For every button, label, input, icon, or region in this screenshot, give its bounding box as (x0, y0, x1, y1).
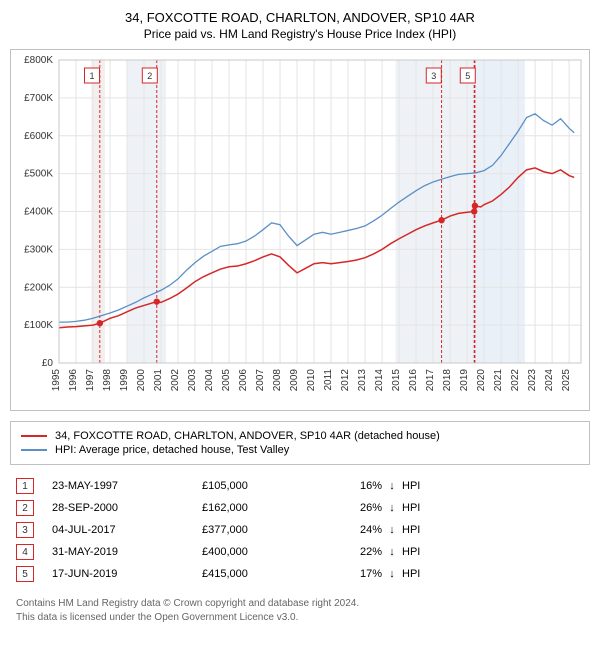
svg-text:£300K: £300K (24, 244, 53, 255)
transaction-pct: 16% (322, 480, 382, 492)
transaction-price: £415,000 (202, 568, 322, 580)
svg-text:2025: 2025 (561, 369, 572, 392)
transaction-hpi-label: HPI (402, 524, 442, 536)
svg-text:2014: 2014 (374, 369, 385, 392)
chart-title: 34, FOXCOTTE ROAD, CHARLTON, ANDOVER, SP… (10, 10, 590, 25)
transaction-date: 23-MAY-1997 (52, 480, 202, 492)
transaction-marker: 1 (16, 478, 34, 494)
svg-text:2010: 2010 (306, 369, 317, 392)
svg-text:2004: 2004 (204, 369, 215, 392)
transaction-marker: 5 (16, 566, 34, 582)
attribution-footer: Contains HM Land Registry data © Crown c… (10, 597, 590, 624)
transaction-hpi-label: HPI (402, 502, 442, 514)
svg-text:2002: 2002 (170, 369, 181, 392)
svg-text:2012: 2012 (340, 369, 351, 392)
transaction-date: 31-MAY-2019 (52, 546, 202, 558)
transaction-pct: 26% (322, 502, 382, 514)
legend-row: 34, FOXCOTTE ROAD, CHARLTON, ANDOVER, SP… (21, 430, 579, 442)
transaction-marker: 2 (16, 500, 34, 516)
svg-text:£0: £0 (42, 358, 54, 369)
chart-container: £0 £100K £200K £300K £400K £500K £600K £700K £80… (10, 49, 590, 411)
svg-text:1997: 1997 (85, 369, 96, 392)
svg-text:2009: 2009 (289, 369, 300, 392)
svg-text:£600K: £600K (24, 131, 53, 142)
transaction-date: 28-SEP-2000 (52, 502, 202, 514)
svg-text:2: 2 (147, 71, 152, 81)
transaction-pct: 17% (322, 568, 382, 580)
down-arrow-icon: ↓ (382, 480, 402, 492)
svg-text:2024: 2024 (544, 369, 555, 392)
svg-text:2011: 2011 (323, 369, 334, 391)
svg-text:2006: 2006 (238, 369, 249, 392)
chart-subtitle: Price paid vs. HM Land Registry's House … (10, 27, 590, 41)
down-arrow-icon: ↓ (382, 568, 402, 580)
footer-line-2: This data is licensed under the Open Gov… (16, 611, 590, 625)
svg-text:2008: 2008 (272, 369, 283, 392)
transactions-table: 123-MAY-1997£105,00016%↓HPI228-SEP-2000£… (10, 475, 590, 585)
transaction-marker: 3 (16, 522, 34, 538)
svg-text:£200K: £200K (24, 282, 53, 293)
down-arrow-icon: ↓ (382, 546, 402, 558)
svg-text:£800K: £800K (24, 55, 53, 66)
svg-text:1999: 1999 (119, 369, 130, 392)
svg-text:2000: 2000 (136, 369, 147, 392)
svg-text:£700K: £700K (24, 93, 53, 104)
transaction-hpi-label: HPI (402, 568, 442, 580)
transaction-price: £105,000 (202, 480, 322, 492)
transaction-pct: 22% (322, 546, 382, 558)
svg-text:2016: 2016 (408, 369, 419, 392)
transaction-row: 4 31-MAY-2019£400,00022%↓HPI (10, 541, 590, 563)
svg-text:2005: 2005 (221, 369, 232, 392)
svg-text:2022: 2022 (510, 369, 521, 392)
transaction-row: 2 28-SEP-2000£162,00026%↓HPI (10, 497, 590, 519)
svg-text:3: 3 (431, 71, 436, 81)
svg-text:1995: 1995 (51, 369, 62, 392)
footer-line-1: Contains HM Land Registry data © Crown c… (16, 597, 590, 611)
transaction-price: £377,000 (202, 524, 322, 536)
svg-text:1996: 1996 (68, 369, 79, 392)
price-chart: £0 £100K £200K £300K £400K £500K £600K £700K £80… (11, 50, 589, 405)
svg-text:2013: 2013 (357, 369, 368, 392)
transaction-date: 04-JUL-2017 (52, 524, 202, 536)
transaction-row: 1 23-MAY-1997£105,00016%↓HPI (10, 475, 590, 497)
legend-swatch (21, 435, 47, 437)
svg-text:2018: 2018 (442, 369, 453, 392)
transaction-hpi-label: HPI (402, 546, 442, 558)
down-arrow-icon: ↓ (382, 524, 402, 536)
svg-text:£500K: £500K (24, 169, 53, 180)
transaction-date: 17-JUN-2019 (52, 568, 202, 580)
transaction-marker: 4 (16, 544, 34, 560)
legend-label: 34, FOXCOTTE ROAD, CHARLTON, ANDOVER, SP… (55, 430, 440, 442)
legend-label: HPI: Average price, detached house, Test… (55, 444, 289, 456)
transaction-row: 5 17-JUN-2019£415,00017%↓HPI (10, 563, 590, 585)
svg-text:2001: 2001 (153, 369, 164, 392)
svg-text:1998: 1998 (102, 369, 113, 392)
down-arrow-icon: ↓ (382, 502, 402, 514)
legend: 34, FOXCOTTE ROAD, CHARLTON, ANDOVER, SP… (10, 421, 590, 465)
transaction-row: 3 04-JUL-2017£377,00024%↓HPI (10, 519, 590, 541)
svg-text:1: 1 (89, 71, 94, 81)
svg-text:2020: 2020 (476, 369, 487, 392)
svg-text:2017: 2017 (425, 369, 436, 392)
transaction-hpi-label: HPI (402, 480, 442, 492)
transaction-price: £162,000 (202, 502, 322, 514)
svg-text:5: 5 (465, 71, 470, 81)
svg-text:2023: 2023 (527, 369, 538, 392)
legend-swatch (21, 449, 47, 451)
transaction-price: £400,000 (202, 546, 322, 558)
legend-row: HPI: Average price, detached house, Test… (21, 444, 579, 456)
svg-text:2003: 2003 (187, 369, 198, 392)
svg-text:2019: 2019 (459, 369, 470, 392)
transaction-pct: 24% (322, 524, 382, 536)
svg-text:2015: 2015 (391, 369, 402, 392)
svg-text:£400K: £400K (24, 207, 53, 218)
svg-text:2021: 2021 (493, 369, 504, 392)
svg-text:£100K: £100K (24, 320, 53, 331)
svg-text:2007: 2007 (255, 369, 266, 392)
